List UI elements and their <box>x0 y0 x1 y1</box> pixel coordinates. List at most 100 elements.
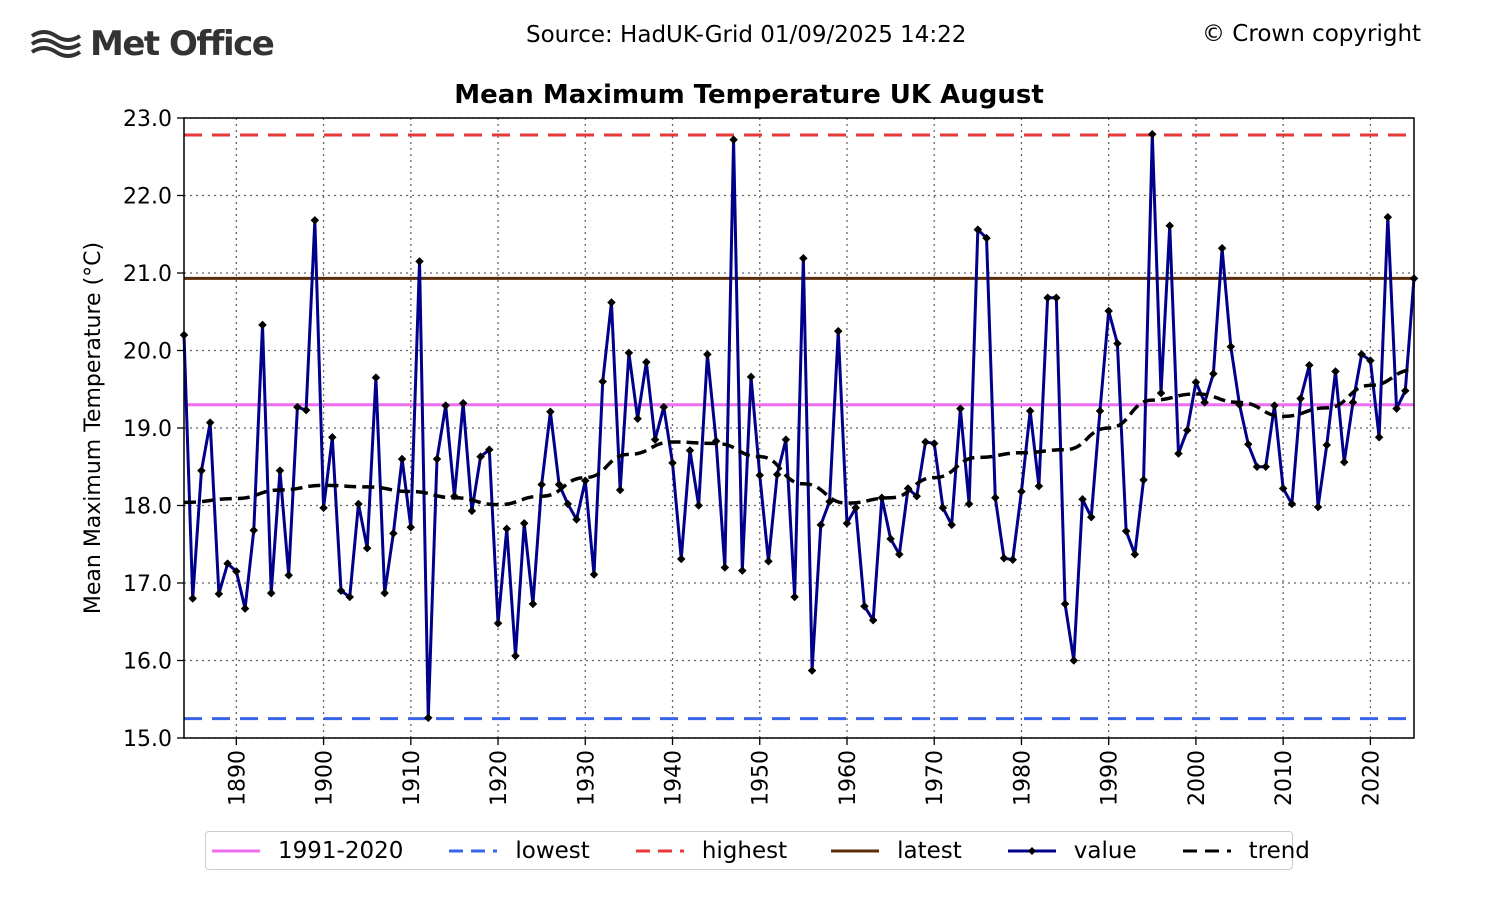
y-tick-label: 22.0 <box>123 185 172 210</box>
value-point <box>625 349 633 357</box>
value-point <box>259 321 267 329</box>
value-point <box>730 136 738 144</box>
value-point <box>197 467 205 475</box>
value-point <box>407 523 415 531</box>
value-point <box>389 529 397 537</box>
value-point <box>677 555 685 563</box>
legend-swatch-icon <box>831 844 879 858</box>
value-point <box>773 471 781 479</box>
value-point <box>991 494 999 502</box>
value-series-line <box>184 134 1414 718</box>
value-point <box>372 374 380 382</box>
value-point <box>215 590 223 598</box>
value-point <box>520 519 528 527</box>
legend-swatch-icon <box>1183 844 1231 858</box>
value-point <box>250 526 258 534</box>
x-tick-label: 1970 <box>923 750 948 806</box>
x-tick-label: 1890 <box>225 750 250 806</box>
legend-swatch-icon <box>449 844 497 858</box>
x-tick-label: 1920 <box>487 750 512 806</box>
value-point <box>799 254 807 262</box>
value-point <box>468 507 476 515</box>
value-point <box>782 436 790 444</box>
x-tick-label: 1910 <box>400 750 425 806</box>
value-point <box>354 500 362 508</box>
value-point <box>1035 482 1043 490</box>
value-point <box>363 544 371 552</box>
y-tick-label: 21.0 <box>123 262 172 287</box>
value-point <box>1340 458 1348 466</box>
value-point <box>651 436 659 444</box>
legend-item-lowest: lowest <box>449 838 589 864</box>
value-point <box>1183 426 1191 434</box>
legend-label: latest <box>897 838 962 864</box>
value-point <box>747 373 755 381</box>
value-point <box>599 378 607 386</box>
y-axis-label: Mean Maximum Temperature (°C) <box>81 242 106 614</box>
value-point <box>1052 294 1060 302</box>
x-tick-label: 2010 <box>1272 750 1297 806</box>
legend-swatch-icon <box>1008 844 1056 858</box>
value-point <box>669 459 677 467</box>
value-point <box>764 557 772 565</box>
value-point <box>642 358 650 366</box>
legend-swatch-icon <box>636 844 684 858</box>
value-point <box>921 438 929 446</box>
value-point <box>965 500 973 508</box>
legend-item-latest: latest <box>831 838 962 864</box>
value-point <box>398 455 406 463</box>
value-point <box>1131 550 1139 558</box>
value-point <box>930 440 938 448</box>
value-point <box>1017 488 1025 496</box>
legend-label: value <box>1074 838 1137 864</box>
value-point <box>328 433 336 441</box>
value-point <box>494 619 502 627</box>
value-point <box>738 567 746 575</box>
value-point <box>616 486 624 494</box>
legend-label: lowest <box>515 838 589 864</box>
value-point <box>1253 463 1261 471</box>
value-point <box>1148 130 1156 138</box>
value-point <box>686 446 694 454</box>
legend-label: highest <box>702 838 787 864</box>
y-tick-label: 23.0 <box>123 107 172 132</box>
x-tick-label: 1940 <box>662 750 687 806</box>
y-tick-label: 18.0 <box>123 495 172 520</box>
value-point <box>1314 503 1322 511</box>
value-point <box>424 714 432 722</box>
value-point <box>1218 244 1226 252</box>
value-point <box>1105 307 1113 315</box>
value-point <box>817 521 825 529</box>
value-point <box>703 350 711 358</box>
legend-item-1991-2020: 1991-2020 <box>212 838 403 864</box>
value-point <box>834 327 842 335</box>
value-point <box>634 415 642 423</box>
value-point <box>1166 222 1174 230</box>
value-point <box>1227 343 1235 351</box>
legend-label: 1991-2020 <box>278 838 403 864</box>
value-point <box>791 593 799 601</box>
value-point <box>276 467 284 475</box>
value-point <box>241 605 249 613</box>
value-point <box>1157 389 1165 397</box>
value-point <box>416 257 424 265</box>
value-point <box>529 600 537 608</box>
value-point <box>1331 367 1339 375</box>
value-point <box>1262 463 1270 471</box>
x-tick-label: 1990 <box>1098 750 1123 806</box>
value-point <box>320 504 328 512</box>
value-point <box>1113 340 1121 348</box>
y-tick-label: 16.0 <box>123 650 172 675</box>
value-point <box>1009 556 1017 564</box>
x-tick-label: 2020 <box>1359 750 1384 806</box>
x-tick-label: 1930 <box>574 750 599 806</box>
value-point <box>1244 440 1252 448</box>
value-point <box>1297 395 1305 403</box>
value-point <box>756 471 764 479</box>
value-point <box>1070 657 1078 665</box>
value-point <box>1061 600 1069 608</box>
legend-item-trend: trend <box>1183 838 1310 864</box>
value-point <box>695 502 703 510</box>
legend-item-highest: highest <box>636 838 787 864</box>
value-point <box>1000 554 1008 562</box>
